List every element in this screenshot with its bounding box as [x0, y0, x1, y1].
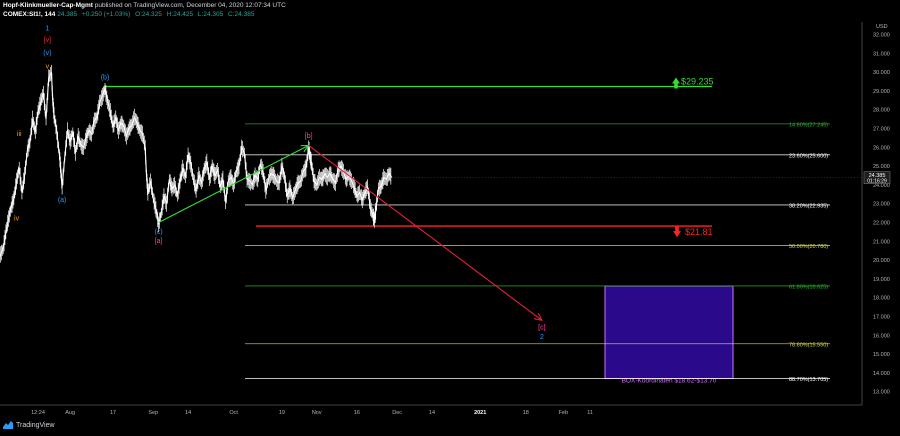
wave-label: [b] — [305, 133, 313, 140]
trend-arrows-layer — [158, 144, 543, 322]
wave-label: [v] — [44, 37, 51, 44]
y-tick-label: 18.000 — [873, 296, 890, 302]
y-tick-label: 20.000 — [873, 258, 890, 264]
fib-label: 14.60%(27.245) — [789, 122, 828, 128]
y-tick-label: 25.000 — [873, 164, 890, 170]
y-tick-label: 14.000 — [873, 371, 890, 377]
y-tick-label: 13.000 — [873, 390, 890, 396]
fib-label: 88.70%(13.705) — [789, 377, 828, 383]
wave-label: (a) — [58, 197, 67, 204]
y-tick-label: 26.000 — [873, 145, 890, 151]
last-price-tag — [863, 171, 891, 184]
key-level-label: $21.81 — [685, 227, 713, 237]
x-tick-label: Oct — [229, 410, 238, 416]
high-text: H:24.425 — [166, 10, 194, 18]
fib-label: 23.60%(25.600) — [789, 153, 828, 159]
wave-label: (b) — [101, 75, 110, 82]
x-tick-label: 19 — [279, 410, 285, 416]
wave-label: iv — [14, 216, 20, 223]
x-tick-label: Sep — [148, 410, 158, 416]
change-text: +0.250 (+1.03%) — [81, 10, 131, 18]
y-tick-label: 22.000 — [873, 221, 890, 227]
symbol-name[interactable]: COMEX:SI1!, 144 — [3, 10, 56, 18]
tradingview-logo-icon — [3, 421, 13, 429]
symbol-line: COMEX:SI1!, 144 24.385 +0.250 (+1.03%) O… — [3, 11, 286, 20]
last-price-value: 24.385 — [869, 173, 886, 179]
target-box-label: BOX-Koordinaten $18.62-$13.70 — [622, 378, 717, 385]
wave-label: (c) — [155, 229, 163, 236]
y-tick-label: 15.000 — [873, 352, 890, 358]
wave-label: 2 — [540, 334, 544, 341]
trend-arrow-line — [308, 144, 543, 321]
y-tick-label: 30.000 — [873, 70, 890, 76]
x-tick-label: 16 — [354, 410, 360, 416]
wave-label: iii — [17, 131, 22, 138]
price-line — [0, 71, 393, 260]
x-tick-label: 12:24 — [31, 410, 45, 416]
x-tick-label: Feb — [559, 410, 568, 416]
fib-label: 38.20%(22.935) — [789, 203, 828, 209]
y-tick-label: 24.000 — [873, 183, 890, 189]
arrowhead-icon — [533, 312, 543, 322]
published-text: published on TradingView.com, December 0… — [94, 2, 286, 9]
y-tick-label: 16.000 — [873, 333, 890, 339]
target-box-layer: BOX-Koordinaten $18.62-$13.70 — [604, 285, 734, 385]
y-tick-label: 17.000 — [873, 315, 890, 321]
fib-label: 61.80%(18.625) — [789, 284, 828, 290]
x-tick-label: Aug — [65, 410, 75, 416]
arrow-up-icon — [672, 77, 680, 89]
x-tick-label: 14 — [185, 410, 191, 416]
y-axis-bg — [862, 22, 900, 405]
fib-levels-layer: 14.60%(27.245) 23.60%(25.600) 38.20%(22.93… — [105, 76, 830, 383]
wave-labels-layer: 1 [v] (v) v iii iv (a) (b) (c) [a] [b] [c] 2 — [14, 26, 546, 341]
y-tick-label: 19.000 — [873, 277, 890, 283]
close-text: C:24.385 — [228, 10, 255, 18]
x-tick-label: Dec — [392, 410, 402, 416]
publish-line: Hopf-Klinkmueller-Cap-Mgmt published on … — [3, 2, 286, 11]
x-tick-label: 11 — [587, 410, 593, 416]
x-tick-label: 18 — [523, 410, 529, 416]
fib-label: 78.60%(15.550) — [789, 342, 828, 348]
x-tick-label: 2021 — [474, 410, 486, 416]
x-tick-label: 17 — [110, 410, 116, 416]
y-tick-label: 23.000 — [873, 202, 890, 208]
y-tick-label: 31.000 — [873, 51, 890, 57]
wave-label: 1 — [45, 26, 49, 33]
low-text: L:24.305 — [197, 10, 224, 18]
wave-label: (v) — [43, 50, 51, 57]
open-text: O:24.325 — [135, 10, 162, 18]
target-box — [604, 285, 734, 380]
last-price-text: 24.385 — [57, 10, 78, 18]
key-level-label: $29.235 — [681, 76, 714, 86]
arrow-down-icon — [673, 226, 681, 238]
wave-label: [c] — [538, 325, 545, 332]
footer: TradingView — [3, 421, 55, 429]
y-tick-label: 29.000 — [873, 89, 890, 95]
y-tick-label: 27.000 — [873, 127, 890, 133]
axes-layer: USD 32.000 31.000 30.000 29.000 28.000 27.000 2… — [0, 22, 900, 416]
x-tick-label: 14 — [429, 410, 435, 416]
publisher-name[interactable]: Hopf-Klinkmueller-Cap-Mgmt — [3, 2, 93, 9]
trend-arrow-line — [158, 144, 309, 223]
y-tick-label: 28.000 — [873, 108, 890, 114]
y-axis-unit: USD — [876, 24, 888, 30]
brand-text[interactable]: TradingView — [16, 421, 55, 429]
wave-label: v — [46, 63, 50, 70]
x-tick-label: Nov — [312, 410, 322, 416]
chart-header: Hopf-Klinkmueller-Cap-Mgmt published on … — [3, 2, 286, 19]
price-series-layer — [0, 64, 862, 263]
wave-label: [a] — [155, 238, 163, 245]
fib-label: 50.00%(20.780) — [789, 244, 828, 250]
y-tick-label: 21.000 — [873, 239, 890, 245]
y-tick-label: 32.000 — [873, 33, 890, 39]
bar-countdown: 01:16:29 — [867, 179, 887, 185]
